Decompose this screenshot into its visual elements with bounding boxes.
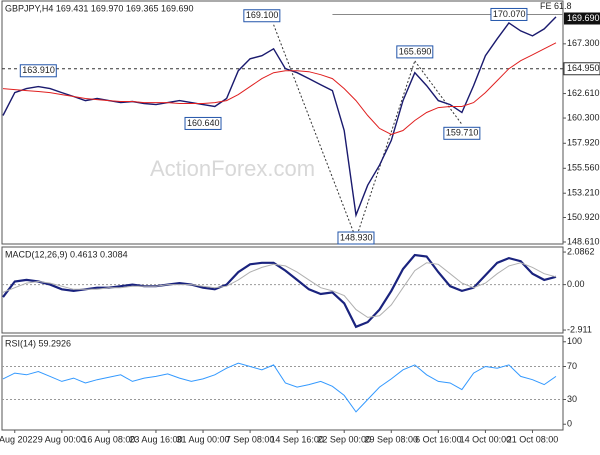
annotation-box	[337, 231, 375, 245]
series-line	[2, 42, 557, 135]
y-tick-label: 0.00	[567, 279, 585, 289]
panel-title: MACD(12,26,9) 0.4613 0.3084	[5, 249, 128, 259]
x-tick-label: 9 Aug 00:00	[38, 434, 86, 444]
x-tick-label: 14 Sep 16:00	[270, 434, 324, 444]
y-tick-label: -2.911	[567, 324, 592, 334]
y-tick-label: 155.560	[567, 163, 600, 173]
panel-title: RSI(14) 59.2926	[5, 338, 71, 348]
y-tick-label: 157.920	[567, 138, 600, 148]
x-tick-label: 1 Aug 2022	[0, 434, 38, 444]
watermark: ActionForex.com	[150, 156, 315, 181]
y-tick-label: 162.610	[567, 88, 600, 98]
y-tick-label: 2.0862	[567, 246, 595, 256]
annotation-box	[490, 7, 528, 21]
wave-line	[273, 24, 357, 239]
panel-frame	[1, 246, 564, 334]
series-line	[2, 16, 557, 218]
price-box	[564, 12, 600, 25]
y-tick-label: 148.610	[567, 236, 600, 246]
level-label: 164.950	[567, 63, 600, 73]
annotation-label: 160.640	[187, 118, 220, 128]
y-tick-label: 30	[567, 394, 577, 404]
annotation-label: 163.910	[22, 65, 55, 75]
x-tick-label: 29 Sep 08:00	[364, 434, 418, 444]
y-tick-label: 150.920	[567, 212, 600, 222]
panel-title: GBPJPY,H4 169.431 169.970 169.365 169.69…	[5, 3, 194, 13]
y-tick-label: 0	[567, 419, 572, 429]
x-tick-label: 22 Sep 00:00	[317, 434, 371, 444]
price-label: 169.690	[567, 13, 600, 23]
wave-line	[355, 60, 416, 239]
annotation-box	[396, 45, 434, 59]
annotation-label: 148.930	[340, 232, 373, 242]
level-box	[563, 62, 600, 76]
y-tick-label: 153.210	[567, 188, 600, 198]
x-tick-label: 6 Oct 16:00	[415, 434, 462, 444]
annotation-label: 170.070	[493, 9, 526, 19]
x-tick-label: 14 Oct 00:00	[460, 434, 512, 444]
y-tick-label: 160.300	[567, 112, 600, 122]
annotation-box	[184, 116, 222, 130]
annotation-label: 165.690	[399, 46, 432, 56]
panel-frame	[1, 0, 564, 245]
y-tick-label: 100	[567, 336, 582, 346]
series-line	[2, 362, 557, 413]
series-line	[2, 253, 557, 329]
x-tick-label: 7 Sep 08:00	[226, 434, 275, 444]
panel-frame	[1, 335, 564, 431]
series-line	[2, 262, 557, 318]
x-tick-label: 31 Aug 00:00	[176, 434, 229, 444]
wave-line	[414, 60, 463, 125]
annotation-box	[19, 64, 57, 78]
fe-label: FE 61.8	[540, 1, 572, 11]
annotation-label: 159.710	[446, 128, 479, 138]
x-tick-label: 23 Aug 16:00	[129, 434, 182, 444]
annotation-label: 169.100	[246, 10, 279, 20]
annotation-box	[443, 126, 481, 140]
y-tick-label: 167.300	[567, 38, 600, 48]
x-tick-label: 16 Aug 08:00	[82, 434, 135, 444]
annotation-box	[243, 9, 281, 23]
x-tick-label: 21 Oct 08:00	[507, 434, 559, 444]
y-tick-label: 70	[567, 361, 577, 371]
